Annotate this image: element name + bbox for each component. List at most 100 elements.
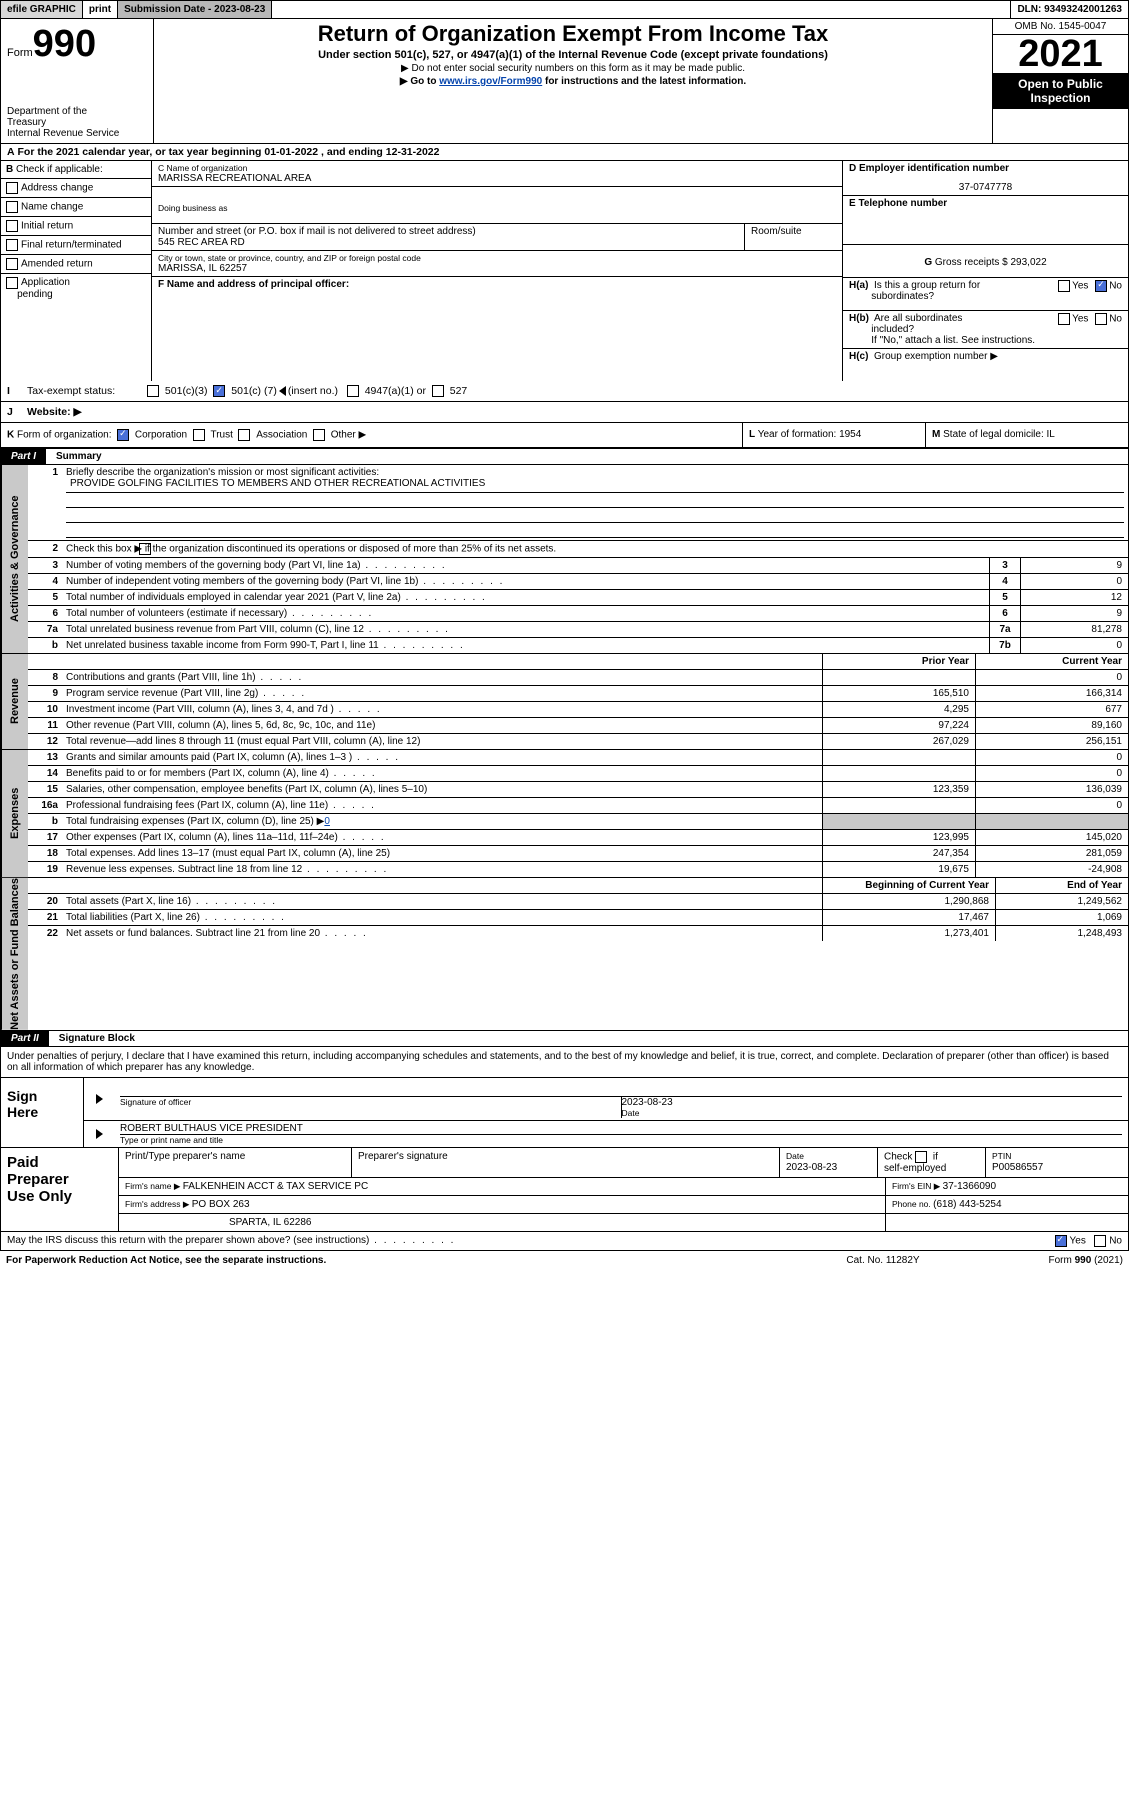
hb-yes-box[interactable] bbox=[1058, 313, 1070, 325]
paid-word: Paid bbox=[7, 1154, 112, 1171]
prior-hdr: Prior Year bbox=[822, 654, 975, 669]
k-trust-box[interactable] bbox=[193, 429, 205, 441]
city-label: City or town, state or province, country… bbox=[158, 253, 836, 263]
l15: Salaries, other compensation, employee b… bbox=[62, 782, 822, 797]
i-501c3-box[interactable] bbox=[147, 385, 159, 397]
may-yes-box[interactable] bbox=[1055, 1235, 1067, 1247]
p12: 267,029 bbox=[822, 734, 975, 749]
k-other-box[interactable] bbox=[313, 429, 325, 441]
c17: 145,020 bbox=[975, 830, 1128, 845]
chk-initial-return[interactable]: Initial return bbox=[1, 217, 151, 236]
l8: Contributions and grants (Part VIII, lin… bbox=[62, 670, 822, 685]
l17: Other expenses (Part IX, column (A), lin… bbox=[62, 830, 822, 845]
chk-final-return[interactable]: Final return/terminated bbox=[1, 236, 151, 255]
end-hdr: End of Year bbox=[995, 878, 1128, 893]
p11: 97,224 bbox=[822, 718, 975, 733]
dba-label: Doing business as bbox=[158, 203, 836, 213]
ha-no: No bbox=[1109, 281, 1122, 292]
i-501c-a: 501(c) ( bbox=[231, 385, 267, 397]
e-row: E Telephone number bbox=[843, 196, 1128, 245]
l16b-link[interactable]: 0 bbox=[324, 816, 330, 827]
irs-link[interactable]: www.irs.gov/Form990 bbox=[439, 76, 542, 87]
k-assoc-box[interactable] bbox=[238, 429, 250, 441]
l2-box[interactable] bbox=[139, 543, 151, 555]
p17: 123,995 bbox=[822, 830, 975, 845]
c11: 89,160 bbox=[975, 718, 1128, 733]
v6: 9 bbox=[1020, 606, 1128, 621]
pp-r3d: (618) 443-5254 bbox=[933, 1199, 1001, 1210]
dln-value: 93493242001263 bbox=[1044, 4, 1122, 15]
curr-hdr: Current Year bbox=[975, 654, 1128, 669]
row-a-mid: , and ending bbox=[321, 146, 386, 158]
may-no-box[interactable] bbox=[1094, 1235, 1106, 1247]
pp-self-box[interactable] bbox=[915, 1151, 927, 1163]
i-527-box[interactable] bbox=[432, 385, 444, 397]
side-net: Net Assets or Fund Balances bbox=[1, 878, 28, 1030]
c18: 281,059 bbox=[975, 846, 1128, 861]
openpub-1: Open to Public bbox=[995, 77, 1126, 91]
pp-c3: Date bbox=[786, 1151, 804, 1161]
v7b: 0 bbox=[1020, 638, 1128, 653]
sig-date-label: Date bbox=[622, 1108, 1123, 1118]
col-b: B Check if applicable: Address change Na… bbox=[0, 161, 152, 381]
ha-yes: Yes bbox=[1072, 281, 1088, 292]
k-other: Other ▶ bbox=[331, 430, 366, 441]
l2: Check this box ▶ if the organization dis… bbox=[62, 541, 1128, 557]
d-row: D Employer identification number 37-0747… bbox=[843, 161, 1128, 196]
form-title-block: Return of Organization Exempt From Incom… bbox=[154, 19, 992, 143]
footer-cat: Cat. No. 11282Y bbox=[803, 1255, 963, 1266]
ha-yes-box[interactable] bbox=[1058, 280, 1070, 292]
p13 bbox=[822, 750, 975, 765]
c12: 256,151 bbox=[975, 734, 1128, 749]
row-a-end: 12-31-2022 bbox=[386, 146, 440, 158]
suite-label: Room/suite bbox=[751, 226, 836, 237]
row-klm: K Form of organization: Corporation Trus… bbox=[0, 423, 1129, 448]
hc-row: H(c) Group exemption number ▶ bbox=[843, 349, 1128, 381]
c10: 677 bbox=[975, 702, 1128, 717]
l21: Total liabilities (Part X, line 26) bbox=[62, 910, 822, 925]
summary-exp: Expenses 13Grants and similar amounts pa… bbox=[0, 750, 1129, 878]
l19: Revenue less expenses. Subtract line 18 … bbox=[62, 862, 822, 877]
preparer-word: Preparer bbox=[7, 1171, 112, 1188]
footer-right: Form 990 (2021) bbox=[963, 1255, 1123, 1266]
j-lead: J bbox=[7, 406, 27, 418]
i-501c-box[interactable] bbox=[213, 385, 225, 397]
row-j: J Website: ▶ bbox=[0, 402, 1129, 423]
l5: Total number of individuals employed in … bbox=[62, 590, 989, 605]
v3: 9 bbox=[1020, 558, 1128, 573]
chk-name-change[interactable]: Name change bbox=[1, 198, 151, 217]
chk-address-change[interactable]: Address change bbox=[1, 179, 151, 198]
chk-application-pending[interactable]: Application pending bbox=[1, 274, 151, 303]
hb-no-box[interactable] bbox=[1095, 313, 1107, 325]
print-button[interactable]: print bbox=[83, 1, 118, 18]
chk-amended-return[interactable]: Amended return bbox=[1, 255, 151, 274]
openpub-2: Inspection bbox=[995, 91, 1126, 105]
ha-text2: subordinates? bbox=[871, 291, 934, 302]
e21: 1,069 bbox=[995, 910, 1128, 925]
topbar-spacer bbox=[272, 1, 1011, 18]
addr-value: 545 REC AREA RD bbox=[158, 237, 738, 248]
p15: 123,359 bbox=[822, 782, 975, 797]
p9: 165,510 bbox=[822, 686, 975, 701]
d-label: D Employer identification number bbox=[849, 163, 1009, 174]
k-lead: K bbox=[7, 430, 14, 441]
j-label: Website: ▶ bbox=[27, 406, 82, 418]
k-corp-box[interactable] bbox=[117, 429, 129, 441]
l14: Benefits paid to or for members (Part IX… bbox=[62, 766, 822, 781]
b-check-label: Check if applicable: bbox=[13, 164, 103, 175]
i-4947-box[interactable] bbox=[347, 385, 359, 397]
sig-arrow-icon bbox=[96, 1094, 103, 1104]
row-i: I Tax-exempt status: 501(c)(3) 501(c) ( … bbox=[0, 381, 1129, 402]
block-b-to-h: B Check if applicable: Address change Na… bbox=[0, 161, 1129, 381]
hb-text2: included? bbox=[871, 324, 914, 335]
hb-lead: H(b) bbox=[849, 313, 869, 324]
ha-lead: H(a) bbox=[849, 280, 868, 291]
goto-pre: ▶ Go to bbox=[400, 76, 439, 87]
form-number: 990 bbox=[33, 23, 96, 65]
sig-of-officer: Signature of officer bbox=[120, 1096, 622, 1118]
footer-left: For Paperwork Reduction Act Notice, see … bbox=[6, 1255, 803, 1266]
c13: 0 bbox=[975, 750, 1128, 765]
hb-note: If "No," attach a list. See instructions… bbox=[871, 335, 1035, 346]
ha-no-box[interactable] bbox=[1095, 280, 1107, 292]
summary-net: Net Assets or Fund Balances Beginning of… bbox=[0, 878, 1129, 1031]
